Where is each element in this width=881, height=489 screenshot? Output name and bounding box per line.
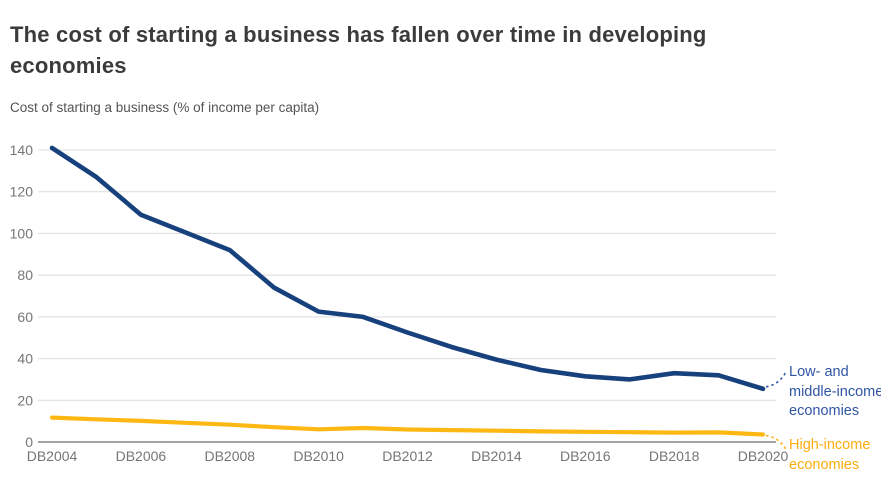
series-label-high-income: High-income economies — [789, 437, 871, 473]
y-tick-label: 100 — [10, 225, 34, 241]
line-chart: 0 20 40 60 80 100 120 140 DB2004 DB2006 DB2008 DB20… — [10, 142, 789, 464]
series-line-low-and-middle-income — [49, 145, 766, 392]
label-connector-low-and-middle-income — [765, 371, 787, 388]
x-tick-label: DB2014 — [471, 448, 522, 464]
x-tick-label: DB2020 — [738, 448, 789, 464]
label-connector-high-income — [765, 434, 787, 450]
y-tick-label: 20 — [17, 392, 33, 408]
x-tick-label: DB2016 — [560, 448, 611, 464]
x-tick-label: DB2018 — [649, 448, 700, 464]
page-title-line-2: economies — [10, 53, 127, 78]
page-title: The cost of starting a business has fall… — [10, 19, 707, 81]
series-label-low-and-middle-income: Low- and middle-income economies — [789, 364, 881, 419]
y-tick-label: 60 — [17, 309, 33, 325]
y-tick-label: 120 — [10, 184, 34, 200]
y-tick-label: 140 — [10, 142, 34, 158]
x-tick-label: DB2004 — [27, 448, 78, 464]
x-tick-label: DB2012 — [382, 448, 433, 464]
x-tick-label: DB2010 — [293, 448, 344, 464]
y-tick-label: 40 — [17, 351, 33, 367]
x-tick-label: DB2008 — [204, 448, 255, 464]
x-tick-label: DB2006 — [116, 448, 167, 464]
page-title-line-1: The cost of starting a business has fall… — [10, 22, 707, 47]
y-tick-label: 80 — [17, 267, 33, 283]
y-tick-label: 0 — [25, 434, 33, 450]
series-line-high-income — [49, 415, 766, 437]
chart-units-caption: Cost of starting a business (% of income… — [10, 100, 320, 115]
